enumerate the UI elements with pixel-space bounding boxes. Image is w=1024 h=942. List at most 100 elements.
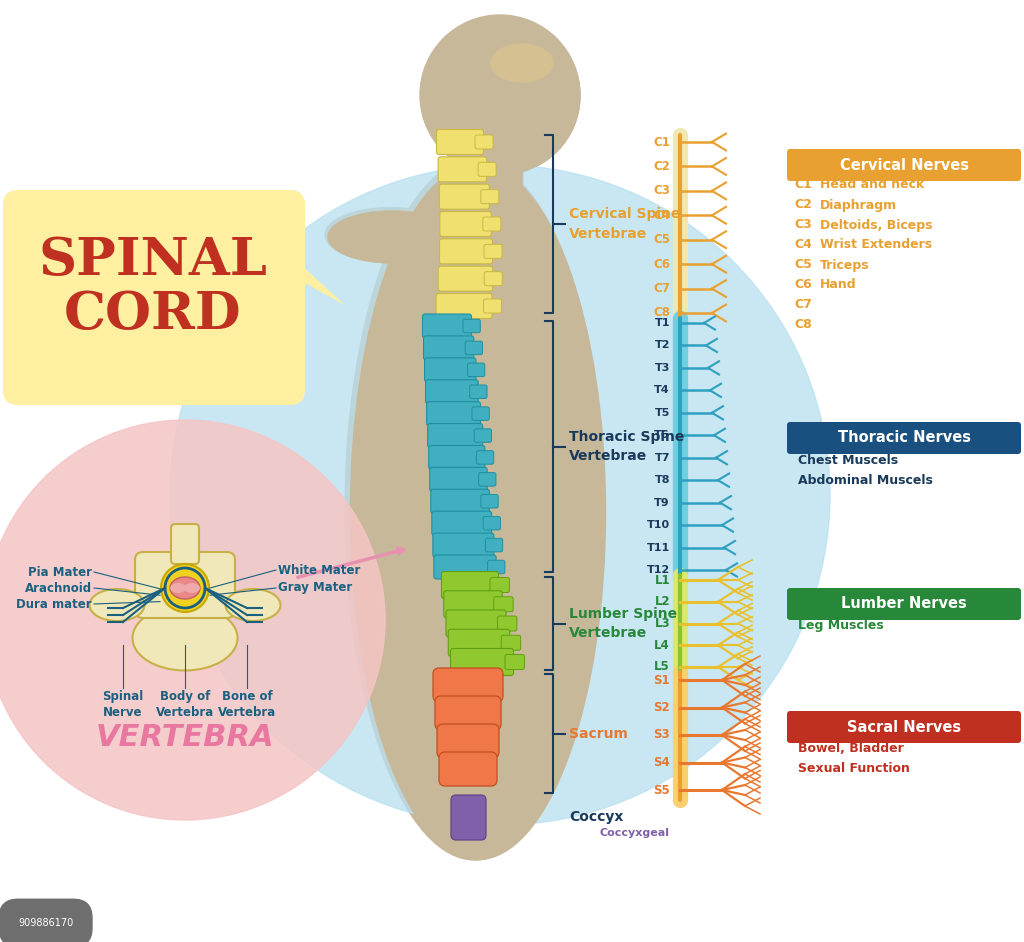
Text: Dura mater: Dura mater — [16, 597, 92, 610]
Text: C8: C8 — [794, 318, 812, 332]
Text: Wrist Extenders: Wrist Extenders — [820, 238, 932, 252]
FancyBboxPatch shape — [481, 495, 499, 508]
FancyBboxPatch shape — [425, 358, 476, 382]
Ellipse shape — [345, 160, 605, 860]
Text: Leg Muscles: Leg Muscles — [798, 620, 884, 632]
Text: Arachnoid: Arachnoid — [25, 581, 92, 594]
Polygon shape — [290, 255, 345, 305]
Text: Gray Mater: Gray Mater — [278, 581, 352, 594]
FancyBboxPatch shape — [483, 516, 501, 530]
FancyBboxPatch shape — [494, 596, 513, 611]
Text: Abdominal Muscels: Abdominal Muscels — [798, 474, 933, 486]
FancyBboxPatch shape — [465, 341, 482, 354]
Text: Spinal
Nerve: Spinal Nerve — [102, 690, 143, 719]
Text: White Mater: White Mater — [278, 563, 360, 577]
FancyBboxPatch shape — [490, 577, 509, 593]
FancyBboxPatch shape — [449, 629, 510, 657]
Text: T3: T3 — [654, 363, 670, 373]
Text: T11: T11 — [647, 543, 670, 553]
Text: Cervical Nerves: Cervical Nerves — [840, 157, 969, 172]
Text: C1: C1 — [794, 178, 812, 191]
FancyBboxPatch shape — [470, 385, 487, 398]
Ellipse shape — [530, 95, 560, 115]
Text: S1: S1 — [653, 674, 670, 687]
FancyBboxPatch shape — [439, 185, 489, 209]
Text: Bowel, Bladder: Bowel, Bladder — [798, 742, 904, 755]
Text: T1: T1 — [654, 318, 670, 328]
FancyBboxPatch shape — [429, 446, 485, 469]
Text: Triceps: Triceps — [820, 258, 869, 271]
Text: Lumber Spine
Vertebrae: Lumber Spine Vertebrae — [569, 607, 677, 641]
Circle shape — [170, 165, 830, 825]
FancyBboxPatch shape — [483, 299, 502, 313]
Text: T9: T9 — [654, 497, 670, 508]
Ellipse shape — [184, 583, 200, 593]
Ellipse shape — [325, 207, 455, 263]
FancyBboxPatch shape — [438, 267, 493, 291]
Ellipse shape — [487, 42, 553, 82]
Text: SPINAL: SPINAL — [39, 235, 267, 285]
FancyBboxPatch shape — [484, 271, 502, 285]
FancyBboxPatch shape — [438, 156, 486, 182]
FancyBboxPatch shape — [483, 217, 501, 231]
FancyBboxPatch shape — [423, 314, 471, 338]
Text: S2: S2 — [653, 701, 670, 714]
FancyBboxPatch shape — [468, 363, 484, 377]
FancyBboxPatch shape — [487, 560, 505, 574]
Ellipse shape — [89, 589, 144, 621]
Text: Head and neck: Head and neck — [820, 178, 925, 191]
Text: Thoracic Spine
Vertebrae: Thoracic Spine Vertebrae — [569, 430, 684, 463]
FancyBboxPatch shape — [440, 212, 492, 236]
FancyBboxPatch shape — [451, 648, 513, 675]
FancyBboxPatch shape — [476, 450, 494, 464]
Text: L4: L4 — [654, 639, 670, 652]
Text: 909886170: 909886170 — [18, 918, 74, 928]
Text: CORD: CORD — [65, 289, 242, 340]
FancyBboxPatch shape — [426, 380, 478, 404]
Text: C4: C4 — [794, 238, 812, 252]
FancyBboxPatch shape — [431, 489, 489, 513]
Text: Coccyx: Coccyx — [569, 810, 624, 824]
FancyBboxPatch shape — [787, 422, 1021, 454]
Text: Diaphragm: Diaphragm — [820, 199, 897, 212]
FancyBboxPatch shape — [432, 512, 492, 535]
FancyBboxPatch shape — [464, 159, 522, 237]
Text: Pia Mater: Pia Mater — [28, 565, 92, 578]
FancyBboxPatch shape — [462, 157, 523, 238]
Text: L3: L3 — [654, 617, 670, 630]
Ellipse shape — [490, 44, 553, 82]
FancyBboxPatch shape — [433, 533, 494, 557]
Text: Bone of
Vertebra: Bone of Vertebra — [218, 690, 276, 719]
Ellipse shape — [225, 589, 281, 621]
FancyBboxPatch shape — [446, 610, 506, 637]
Text: T8: T8 — [654, 475, 670, 485]
Text: Cervical Spine
Vertebrae: Cervical Spine Vertebrae — [569, 207, 680, 241]
FancyBboxPatch shape — [434, 555, 496, 579]
Text: Body of
Vertebra: Body of Vertebra — [156, 690, 214, 719]
FancyBboxPatch shape — [428, 424, 482, 447]
FancyBboxPatch shape — [439, 752, 497, 786]
Text: Coccyxgeal: Coccyxgeal — [600, 827, 670, 837]
Text: C5: C5 — [794, 258, 812, 271]
Text: C4: C4 — [653, 209, 670, 221]
FancyBboxPatch shape — [472, 407, 489, 420]
Text: Sexual Function: Sexual Function — [798, 762, 910, 775]
Text: Hand: Hand — [820, 279, 857, 291]
Text: C5: C5 — [653, 234, 670, 246]
Text: S4: S4 — [653, 756, 670, 769]
FancyBboxPatch shape — [787, 149, 1021, 181]
Circle shape — [161, 564, 209, 612]
FancyBboxPatch shape — [787, 588, 1021, 620]
Text: C7: C7 — [794, 299, 812, 312]
Ellipse shape — [328, 211, 456, 263]
FancyBboxPatch shape — [424, 336, 474, 360]
FancyBboxPatch shape — [485, 538, 503, 552]
Text: C8: C8 — [653, 306, 670, 319]
Text: C6: C6 — [653, 258, 670, 270]
Text: C2: C2 — [653, 160, 670, 173]
FancyBboxPatch shape — [441, 572, 499, 598]
FancyBboxPatch shape — [787, 711, 1021, 743]
Text: C3: C3 — [653, 185, 670, 198]
FancyBboxPatch shape — [478, 162, 496, 176]
Text: Sacrum: Sacrum — [569, 726, 628, 740]
